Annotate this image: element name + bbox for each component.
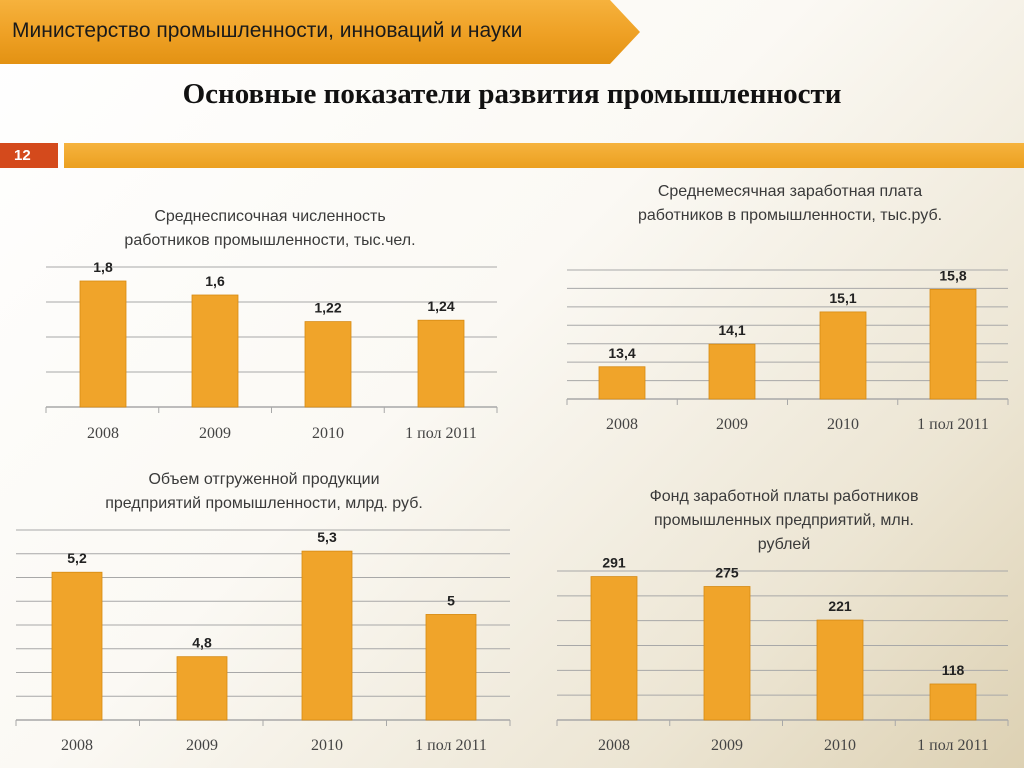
category-label: 2010 (311, 737, 343, 754)
ministry-banner (0, 0, 640, 64)
chart-title-line: рублей (758, 536, 811, 553)
category-label: 2009 (199, 425, 231, 442)
bar-2010 (304, 321, 352, 408)
chart-title-line: Среднемесячная заработная плата (658, 183, 922, 200)
chart-title-line: работников промышленности, тыс.чел. (124, 232, 415, 249)
category-label: 1 пол 2011 (917, 737, 989, 754)
data-label: 118 (942, 662, 965, 678)
bar-2008 (51, 571, 103, 721)
bar-1-пол-2011 (425, 614, 477, 721)
data-label: 14,1 (718, 322, 745, 338)
category-label: 2008 (598, 737, 630, 754)
bar-2009 (703, 586, 751, 721)
data-label: 1,6 (205, 273, 225, 289)
header-orange-bar (64, 143, 1024, 168)
bar-2009 (191, 294, 239, 408)
data-label: 291 (602, 555, 626, 571)
ministry-name: Министерство промышленности, инноваций и… (12, 19, 523, 42)
bar-1-пол-2011 (929, 288, 977, 400)
data-label: 5,3 (317, 529, 337, 545)
data-label: 1,24 (427, 298, 454, 314)
data-label: 221 (828, 598, 852, 614)
data-label: 15,1 (829, 290, 856, 306)
chart-title-line: Среднесписочная численность (154, 208, 385, 225)
data-label: 4,8 (192, 635, 212, 651)
data-label: 5 (447, 592, 455, 608)
data-label: 5,2 (67, 550, 87, 566)
slide-number: 12 (0, 143, 58, 168)
category-label: 1 пол 2011 (415, 737, 487, 754)
page-title: Основные показатели развития промышленно… (182, 78, 842, 110)
category-label: 2010 (827, 416, 859, 433)
category-label: 2009 (186, 737, 218, 754)
category-label: 2010 (824, 737, 856, 754)
bar-2009 (176, 656, 228, 721)
chart-title-line: работников в промышленности, тыс.руб. (638, 207, 942, 224)
bar-2008 (598, 366, 646, 400)
bar-1-пол-2011 (417, 319, 465, 408)
category-label: 2008 (606, 416, 638, 433)
bar-2008 (79, 280, 127, 408)
category-label: 2008 (61, 737, 93, 754)
category-label: 1 пол 2011 (405, 425, 477, 442)
bar-1-пол-2011 (929, 683, 977, 721)
data-label: 1,22 (314, 300, 341, 316)
category-label: 2009 (716, 416, 748, 433)
category-label: 2009 (711, 737, 743, 754)
chart-title-line: предприятий промышленности, млрд. руб. (105, 495, 423, 512)
chart-title-line: промышленных предприятий, млн. (654, 512, 914, 529)
data-label: 275 (715, 565, 739, 581)
category-label: 2008 (87, 425, 119, 442)
category-label: 1 пол 2011 (917, 416, 989, 433)
bar-2008 (590, 576, 638, 721)
bar-2009 (708, 343, 756, 400)
data-label: 1,8 (93, 259, 113, 275)
bar-2010 (819, 311, 867, 400)
data-label: 13,4 (608, 345, 635, 361)
category-label: 2010 (312, 425, 344, 442)
bar-2010 (301, 550, 353, 721)
data-label: 15,8 (939, 267, 966, 283)
chart-title-line: Фонд заработной платы работников (650, 488, 919, 505)
chart-title-line: Объем отгруженной продукции (148, 471, 379, 488)
bar-2010 (816, 619, 864, 721)
